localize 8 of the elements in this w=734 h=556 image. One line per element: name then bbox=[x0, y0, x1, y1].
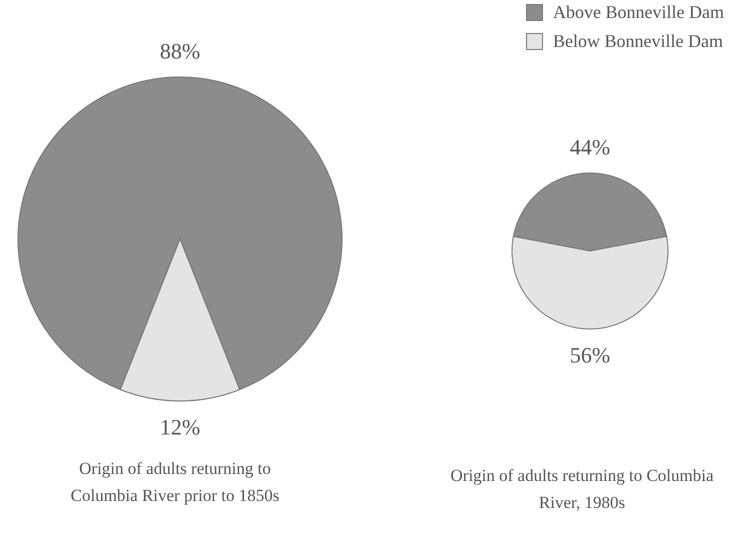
data-label: 56% bbox=[570, 342, 610, 368]
text: Origin of adults returning to Columbia River, 1980s bbox=[450, 465, 714, 514]
data-label: 44% bbox=[570, 134, 610, 160]
text: Origin of adults returning to Columbia River prior to 1850s bbox=[70, 458, 280, 507]
data-label: 88% bbox=[160, 38, 200, 64]
legend-label: Above Bonneville Dam bbox=[553, 2, 724, 23]
data-label: 12% bbox=[160, 414, 200, 440]
legend-label: Below Bonneville Dam bbox=[553, 31, 724, 52]
